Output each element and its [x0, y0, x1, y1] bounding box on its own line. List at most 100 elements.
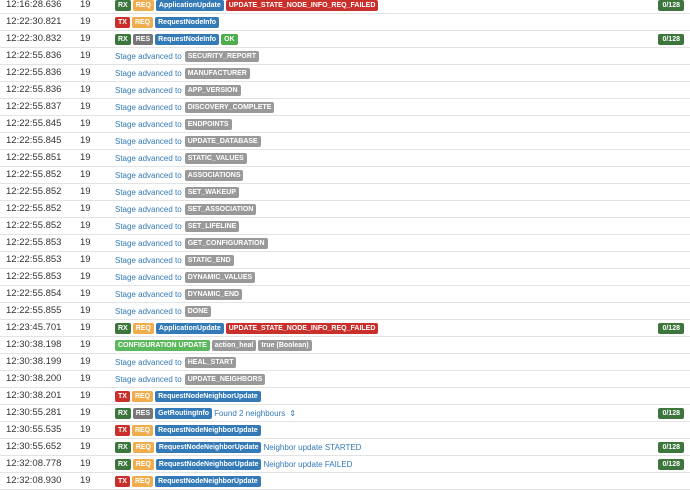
log-message: CONFIGURATION UPDATE action_heal true (Boo…: [115, 339, 312, 352]
log-row[interactable]: 12:22:55.853 19 Stage advanced to GET_CONFI…: [0, 235, 690, 252]
timestamp: 12:32:08.930: [6, 475, 62, 486]
stage-label: Stage advanced to: [115, 86, 182, 95]
log-message: Stage advanced to ENDPOINTS: [115, 118, 232, 131]
stage-label: Stage advanced to: [115, 307, 182, 316]
log-row[interactable]: 12:22:30.821 19 TX REQ RequestNodeInfo: [0, 14, 690, 31]
node-id: 19: [80, 373, 91, 384]
expand-chevron-icon[interactable]: ⇕: [289, 409, 296, 418]
timestamp: 12:22:55.837: [6, 101, 62, 112]
log-message: Stage advanced to DISCOVERY_COMPLETE: [115, 101, 275, 114]
timestamp: 12:22:55.852: [6, 169, 62, 180]
log-row[interactable]: 12:30:55.652 19 RX REQ RequestNodeNeighborUp…: [0, 439, 690, 456]
function-badge: RequestNodeInfo: [155, 17, 220, 28]
log-message: RX REQ RequestNodeNeighborUpdate Neighbor u…: [115, 458, 352, 471]
log-message: Stage advanced to MANUFACTURER: [115, 67, 250, 80]
log-row[interactable]: 12:30:38.201 19 TX REQ RequestNodeNeighborUp…: [0, 388, 690, 405]
counter-badge: 0/128: [658, 323, 684, 334]
log-row[interactable]: 12:22:55.845 19 Stage advanced to UPDATE_DA…: [0, 133, 690, 150]
log-row[interactable]: 12:30:55.281 19 RX RES GetRoutingInfo Found 2…: [0, 405, 690, 422]
message-kind-badge: REQ: [132, 0, 154, 11]
log-row[interactable]: 12:22:55.836 19 Stage advanced to MANUFACTU…: [0, 65, 690, 82]
log-row[interactable]: 12:22:55.852 19 Stage advanced to SET_WAKEU…: [0, 184, 690, 201]
log-message: RX REQ ApplicationUpdate UPDATE_STATE_NODE_…: [115, 322, 379, 335]
timestamp: 12:22:55.855: [6, 305, 62, 316]
log-row[interactable]: 12:16:28.636 19 RX REQ ApplicationUpdate UPDA…: [0, 0, 690, 14]
stage-badge: DYNAMIC_VALUES: [184, 272, 256, 283]
log-row[interactable]: 12:22:55.855 19 Stage advanced to DONE: [0, 303, 690, 320]
node-id: 19: [80, 407, 91, 418]
timestamp: 12:22:55.845: [6, 118, 62, 129]
function-badge: RequestNodeNeighborUpdate: [155, 459, 262, 470]
status-badge: OK: [221, 34, 238, 45]
timestamp: 12:22:55.854: [6, 288, 62, 299]
node-id: 19: [80, 101, 91, 112]
message-text: Neighbor update STARTED: [263, 443, 362, 452]
counter-badge: 0/128: [658, 408, 684, 419]
timestamp: 12:23:45.701: [6, 322, 62, 333]
log-row[interactable]: 12:22:55.845 19 Stage advanced to ENDPOINTS: [0, 116, 690, 133]
node-id: 19: [80, 84, 91, 95]
stage-label: Stage advanced to: [115, 137, 182, 146]
node-id: 19: [80, 254, 91, 265]
log-row[interactable]: 12:22:55.854 19 Stage advanced to DYNAMIC_E…: [0, 286, 690, 303]
log-row[interactable]: 12:22:55.851 19 Stage advanced to STATIC_VA…: [0, 150, 690, 167]
log-message: Stage advanced to DONE: [115, 305, 211, 318]
timestamp: 12:16:28.636: [6, 0, 62, 10]
log-row[interactable]: 12:22:30.832 19 RX RES RequestNodeInfo OK 0/12…: [0, 31, 690, 48]
log-row[interactable]: 12:22:55.852 19 Stage advanced to SET_ASSOC…: [0, 201, 690, 218]
node-id: 19: [80, 152, 91, 163]
log-message: Stage advanced to SET_ASSOCIATION: [115, 203, 257, 216]
log-row[interactable]: 12:22:55.852 19 Stage advanced to ASSOCIATI…: [0, 167, 690, 184]
node-id: 19: [80, 305, 91, 316]
log-row[interactable]: 12:22:55.853 19 Stage advanced to DYNAMIC_V…: [0, 269, 690, 286]
stage-label: Stage advanced to: [115, 290, 182, 299]
stage-label: Stage advanced to: [115, 171, 182, 180]
node-id: 19: [80, 339, 91, 350]
log-row[interactable]: 12:32:08.930 19 TX REQ RequestNodeNeighborUp…: [0, 473, 690, 490]
log-message: TX REQ RequestNodeNeighborUpdate: [115, 390, 261, 403]
timestamp: 12:22:55.852: [6, 186, 62, 197]
direction-badge: RX: [115, 459, 131, 470]
stage-badge: ASSOCIATIONS: [184, 170, 244, 181]
log-message: Stage advanced to DYNAMIC_VALUES: [115, 271, 256, 284]
timestamp: 12:22:30.821: [6, 16, 62, 27]
log-row[interactable]: 12:23:45.701 19 RX REQ ApplicationUpdate UPDA…: [0, 320, 690, 337]
direction-badge: TX: [115, 391, 130, 402]
log-message: Stage advanced to SECURITY_REPORT: [115, 50, 260, 63]
direction-badge: RX: [115, 0, 131, 11]
log-row[interactable]: 12:30:38.199 19 Stage advanced to HEAL_STAR…: [0, 354, 690, 371]
log-row[interactable]: 12:30:38.200 19 Stage advanced to UPDATE_NE…: [0, 371, 690, 388]
timestamp: 12:32:08.778: [6, 458, 62, 469]
log-message: Stage advanced to STATIC_VALUES: [115, 152, 247, 165]
direction-badge: RX: [115, 408, 131, 419]
timestamp: 12:30:38.200: [6, 373, 62, 384]
log-row[interactable]: 12:22:55.853 19 Stage advanced to STATIC_EN…: [0, 252, 690, 269]
log-row[interactable]: 12:22:55.852 19 Stage advanced to SET_LIFEL…: [0, 218, 690, 235]
log-row[interactable]: 12:22:55.837 19 Stage advanced to DISCOVERY…: [0, 99, 690, 116]
stage-badge: DISCOVERY_COMPLETE: [184, 102, 275, 113]
timestamp: 12:22:55.853: [6, 271, 62, 282]
config-value-badge: true (Boolean): [258, 340, 312, 351]
node-id: 19: [80, 288, 91, 299]
stage-label: Stage advanced to: [115, 188, 182, 197]
timestamp: 12:22:55.845: [6, 135, 62, 146]
node-id: 19: [80, 33, 91, 44]
message-kind-badge: REQ: [132, 323, 154, 334]
timestamp: 12:22:30.832: [6, 33, 62, 44]
log-message: Stage advanced to HEAL_START: [115, 356, 237, 369]
log-message: Stage advanced to GET_CONFIGURATION: [115, 237, 268, 250]
node-id: 19: [80, 475, 91, 486]
message-kind-badge: REQ: [131, 391, 154, 402]
log-row[interactable]: 12:30:55.535 19 TX REQ RequestNodeNeighborUp…: [0, 422, 690, 439]
log-message: Stage advanced to SET_WAKEUP: [115, 186, 239, 199]
stage-badge: HEAL_START: [184, 357, 237, 368]
log-row[interactable]: 12:22:55.836 19 Stage advanced to SECURITY_…: [0, 48, 690, 65]
timestamp: 12:22:55.852: [6, 220, 62, 231]
stage-label: Stage advanced to: [115, 273, 182, 282]
log-row[interactable]: 12:30:38.198 19 CONFIGURATION UPDATE action…: [0, 337, 690, 354]
stage-label: Stage advanced to: [115, 256, 182, 265]
log-row[interactable]: 12:22:55.836 19 Stage advanced to APP_VERSI…: [0, 82, 690, 99]
function-badge: ApplicationUpdate: [155, 323, 224, 334]
log-row[interactable]: 12:32:08.778 19 RX REQ RequestNodeNeighborUp…: [0, 456, 690, 473]
